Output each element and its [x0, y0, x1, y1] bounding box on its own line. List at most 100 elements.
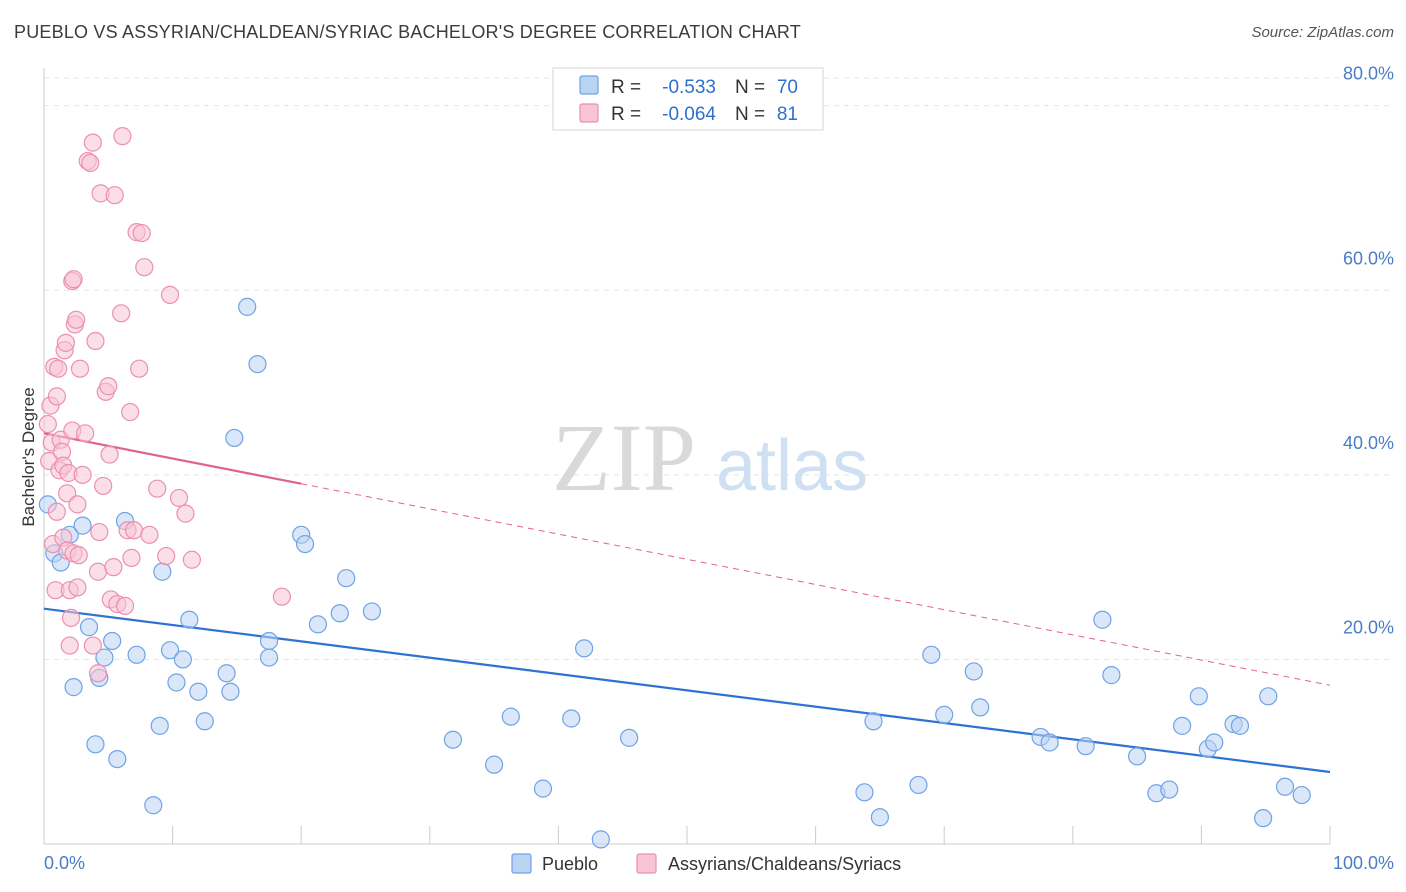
pueblo-point-28 — [259, 631, 279, 651]
assyrian-point-40 — [88, 664, 108, 683]
pueblo-point-63 — [1205, 733, 1224, 752]
y-tick-label-40: 40.0% — [1343, 433, 1394, 453]
assyrian-point-33 — [73, 465, 92, 484]
assyrian-point-60 — [130, 359, 149, 378]
assyrian-point-32 — [70, 359, 90, 378]
pueblo-point-20 — [180, 610, 199, 629]
pueblo-point-4 — [64, 678, 83, 697]
pueblo-point-45 — [864, 712, 883, 731]
legend-swatch-assyrian — [579, 103, 599, 123]
pueblo-point-15 — [150, 716, 169, 735]
pueblo-point-48 — [922, 645, 941, 664]
assyrian-point-64 — [148, 479, 167, 498]
pueblo-point-16 — [153, 562, 172, 581]
pueblo-point-34 — [337, 569, 356, 588]
pueblo-point-69 — [1292, 785, 1311, 805]
pueblo-point-59 — [1160, 780, 1179, 799]
x-tick-label-min: 0.0% — [44, 853, 85, 873]
assyrian-point-36 — [81, 153, 100, 173]
assyrian-point-61 — [132, 223, 151, 243]
pueblo-point-42 — [591, 830, 610, 849]
assyrian-point-54 — [115, 596, 135, 615]
pueblo-point-9 — [95, 648, 114, 667]
assyrian-point-44 — [94, 476, 113, 496]
pueblo-point-27 — [248, 354, 267, 374]
pueblo-point-57 — [1127, 747, 1147, 766]
assyrian-point-41 — [88, 562, 108, 581]
x-tick-labels: 0.0% 100.0% — [44, 853, 1394, 873]
pueblo-point-41 — [575, 639, 594, 658]
pueblo-point-25 — [225, 428, 244, 448]
legend-n-value-pueblo: 70 — [777, 77, 798, 98]
pueblo-point-29 — [259, 648, 279, 667]
assyrian-point-47 — [100, 445, 119, 464]
pueblo-point-47 — [909, 775, 928, 795]
assyrian-point-63 — [140, 525, 159, 544]
assyrian-point-21 — [60, 636, 79, 655]
pueblo-point-14 — [144, 796, 163, 815]
assyrian-point-31 — [69, 546, 88, 565]
assyrian-point-46 — [99, 377, 118, 396]
legend-r-label-assyrian: R = — [611, 104, 641, 125]
correlation-legend: R = -0.533 N = 70 R = -0.064 N = 81 — [552, 67, 824, 131]
assyrian-point-70 — [272, 587, 292, 606]
pueblo-point-65 — [1230, 716, 1250, 735]
pueblo-point-32 — [308, 615, 328, 634]
assyrian-point-49 — [104, 558, 123, 577]
pueblo-point-40 — [562, 709, 581, 728]
pueblo-point-10 — [103, 631, 122, 651]
pueblo-point-44 — [855, 783, 874, 802]
legend-n-label-pueblo: N = — [735, 77, 765, 98]
x-tick-label-max: 100.0% — [1333, 853, 1394, 873]
pueblo-point-17 — [160, 641, 180, 660]
pueblo-point-35 — [362, 602, 382, 621]
y-axis-title: Bachelor's Degree — [19, 387, 38, 526]
chart-source: Source: ZipAtlas.com — [1251, 24, 1394, 41]
assyrian-point-62 — [135, 258, 154, 277]
pueblo-point-13 — [127, 645, 146, 664]
legend-r-value-pueblo: -0.533 — [662, 77, 716, 98]
pueblo-point-5 — [73, 516, 92, 535]
pueblo-point-60 — [1173, 716, 1192, 735]
assyrian-point-42 — [90, 522, 109, 542]
pueblo-point-26 — [238, 297, 257, 316]
pueblo-point-23 — [217, 664, 236, 683]
assyrian-point-52 — [112, 304, 131, 323]
pueblo-point-55 — [1093, 610, 1112, 629]
assyrian-point-8 — [47, 387, 66, 406]
assyrian-point-22 — [61, 608, 81, 627]
assyrian-point-58 — [124, 521, 144, 540]
pueblo-point-39 — [533, 779, 553, 798]
series-legend-swatch-assyrian — [636, 853, 657, 874]
series-legend-swatch-pueblo — [511, 853, 532, 874]
pueblo-point-53 — [1040, 733, 1059, 752]
pueblo-point-49 — [935, 705, 954, 724]
assyrian-point-56 — [121, 402, 140, 422]
assyrian-point-16 — [56, 333, 75, 352]
y-tick-label-20: 20.0% — [1343, 617, 1394, 637]
pueblo-point-11 — [108, 749, 127, 769]
gridlines — [44, 77, 1394, 660]
pueblo-point-54 — [1076, 737, 1095, 756]
series-legend-label-pueblo: Pueblo — [542, 854, 598, 874]
legend-swatch-pueblo — [579, 75, 599, 95]
assyrian-point-34 — [76, 424, 95, 443]
assyrian-point-66 — [160, 285, 180, 304]
assyrian-point-68 — [176, 504, 195, 523]
chart-title: PUEBLO VS ASSYRIAN/CHALDEAN/SYRIAC BACHE… — [14, 22, 801, 42]
assyrian-point-7 — [47, 502, 66, 521]
pueblo-trendline — [43, 607, 1331, 774]
pueblo-point-36 — [443, 730, 463, 749]
pueblo-point-33 — [330, 604, 349, 623]
assyrian-point-57 — [122, 548, 141, 568]
assyrian-point-67 — [169, 488, 189, 508]
pueblo-point-18 — [167, 673, 186, 692]
y-tick-labels: 20.0% 40.0% 60.0% 80.0% — [1343, 64, 1394, 638]
pueblo-point-43 — [620, 728, 639, 747]
pueblo-point-66 — [1254, 809, 1273, 828]
pueblo-point-22 — [195, 712, 214, 731]
y-tick-label-60: 60.0% — [1343, 248, 1394, 268]
watermark: ZIP atlas — [552, 404, 868, 511]
assyrian-point-9 — [49, 359, 68, 378]
